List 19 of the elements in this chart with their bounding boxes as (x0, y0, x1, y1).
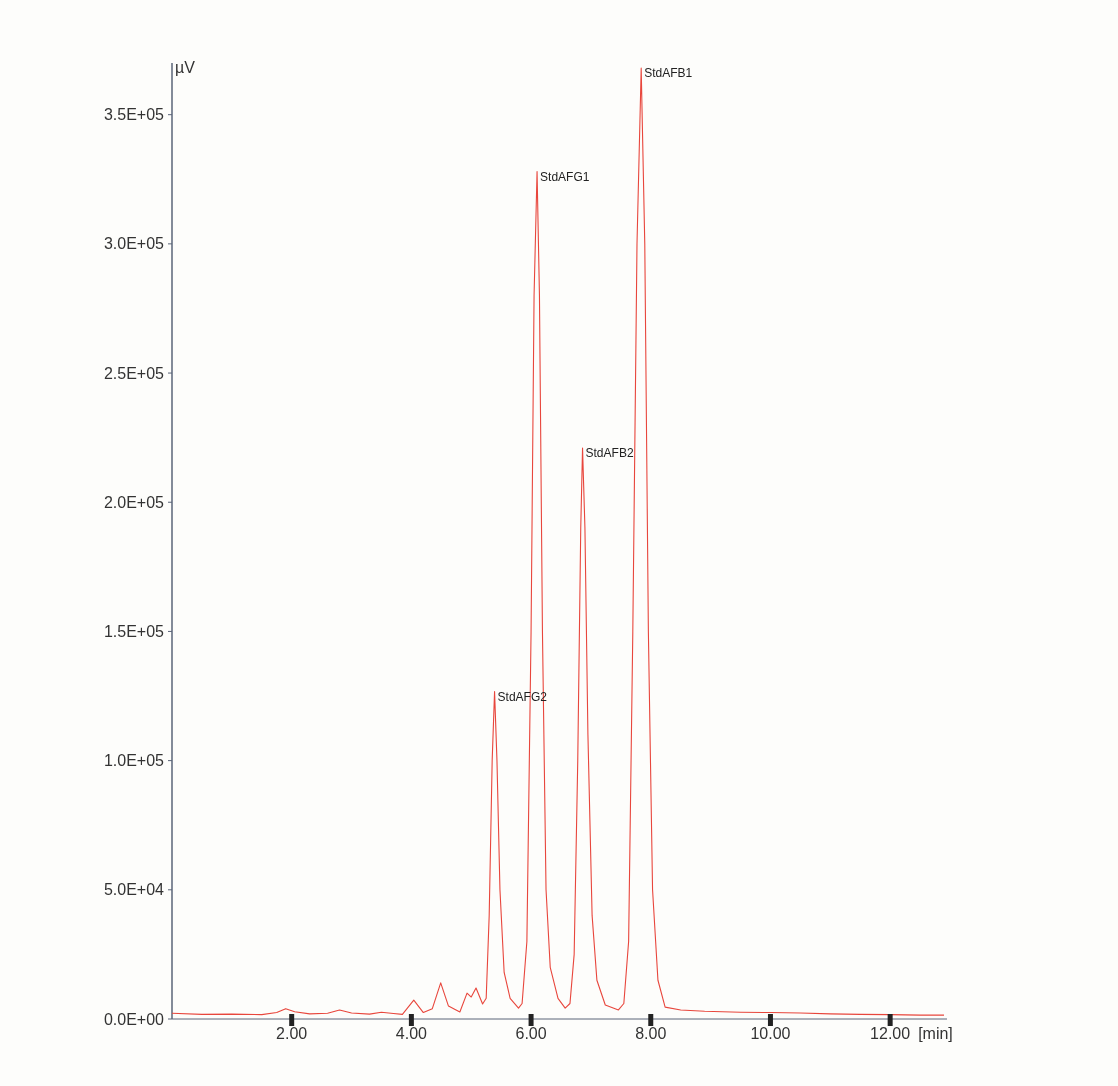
x-tick-label: 6.00 (515, 1025, 547, 1042)
x-axis-title: [min] (918, 1025, 953, 1042)
annotation: StdAFB1 (644, 66, 693, 81)
x-tick-label: 8.00 (635, 1025, 667, 1042)
x-tick-label: 2.00 (276, 1025, 308, 1042)
y-axis-title: µV (175, 59, 196, 76)
y-tick-label: 3.0E+05 (103, 235, 165, 253)
y-tick-label: 1.0E+05 (103, 752, 165, 770)
annotation: StdAFB2 (585, 445, 634, 460)
y-tick-label: 2.0E+05 (103, 493, 165, 511)
annotation: StdAFG1 (540, 169, 590, 184)
y-tick-label: 1.5E+05 (103, 623, 165, 641)
x-tick-label: 12.00 (870, 1025, 911, 1042)
x-tick-label: 10.00 (750, 1025, 791, 1042)
y-tick-label: 2.5E+05 (103, 364, 165, 382)
x-tick-label: 4.00 (395, 1025, 428, 1042)
y-tick-label: 3.5E+05 (103, 106, 165, 124)
y-tick-label: 5.0E+04 (103, 881, 165, 899)
y-tick-label: 0.0E+00 (103, 1010, 165, 1028)
